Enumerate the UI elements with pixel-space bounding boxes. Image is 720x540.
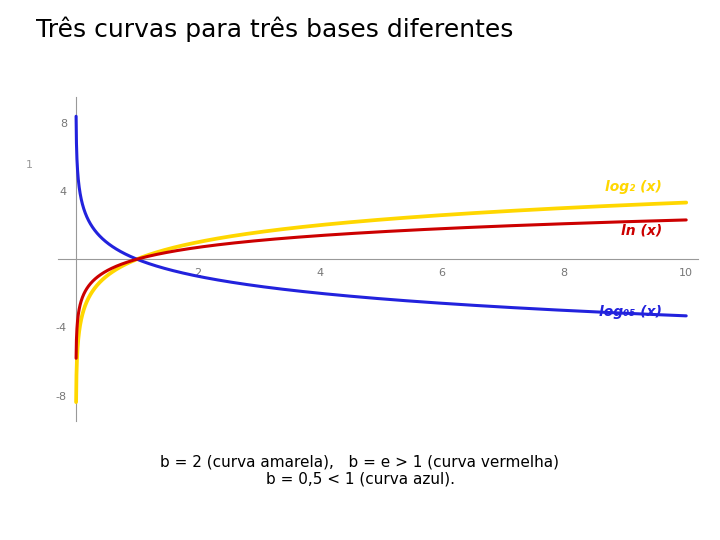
Text: ln (x): ln (x): [621, 223, 662, 237]
Text: 1: 1: [26, 160, 33, 171]
Text: b = 2 (curva amarela),   b = e > 1 (curva vermelha): b = 2 (curva amarela), b = e > 1 (curva …: [161, 455, 559, 470]
Text: b = 0,5 < 1 (curva azul).: b = 0,5 < 1 (curva azul).: [266, 471, 454, 486]
Text: Três curvas para três bases diferentes: Três curvas para três bases diferentes: [36, 16, 513, 42]
Text: log₂ (x): log₂ (x): [605, 180, 662, 194]
Text: b = 2 (curva amarela),   b = e > 1 (curva vermelha): b = 2 (curva amarela), b = e > 1 (curva …: [161, 455, 559, 470]
Text: log₀₅ (x): log₀₅ (x): [599, 305, 662, 319]
